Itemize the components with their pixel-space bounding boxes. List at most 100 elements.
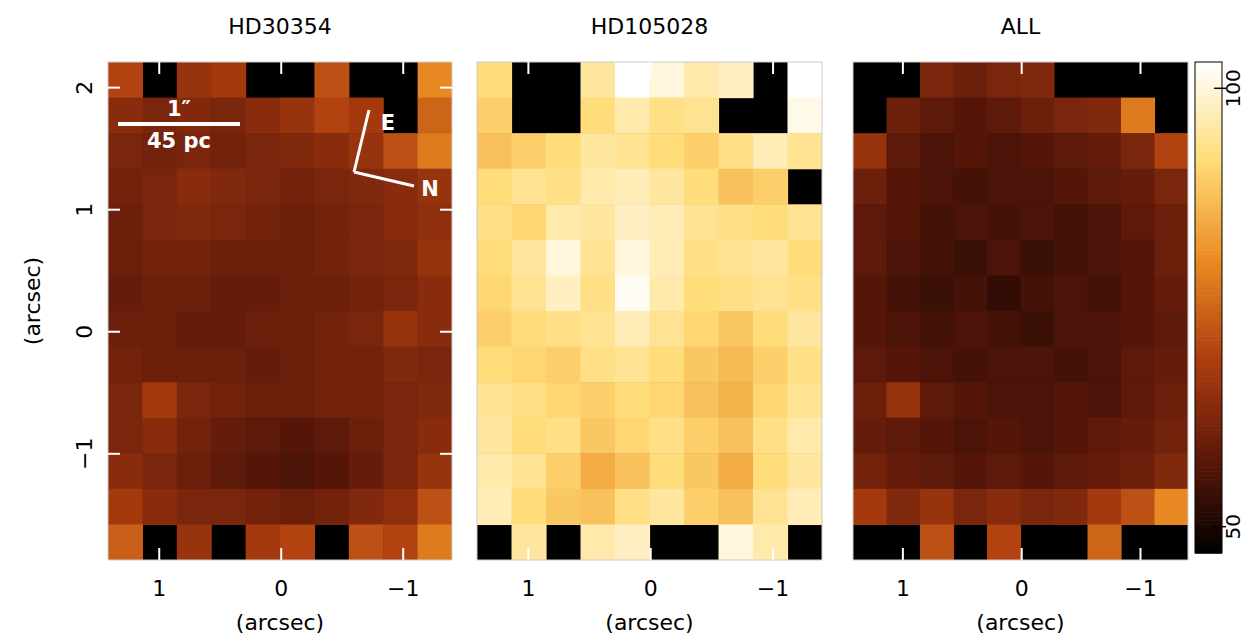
- heatmap-cell: [142, 418, 177, 454]
- heatmap-cell: [211, 453, 246, 489]
- heatmap-cell: [314, 275, 349, 311]
- heatmap-cell: [383, 204, 418, 240]
- colorbar-step: [1195, 488, 1222, 493]
- x-tick: [902, 62, 904, 74]
- heatmap-cell: [246, 275, 281, 311]
- colorbar-step: [1195, 361, 1222, 366]
- heatmap-cell: [1121, 98, 1155, 134]
- heatmap-cell: [1088, 98, 1122, 134]
- colorbar-step: [1195, 312, 1222, 317]
- heatmap-cell: [1121, 489, 1155, 525]
- heatmap-cell: [142, 275, 177, 311]
- heatmap-cell: [753, 169, 788, 205]
- heatmap-cell: [753, 240, 788, 276]
- heatmap-cell: [383, 418, 418, 454]
- heatmap-cell: [581, 275, 616, 311]
- colorbar-step: [1195, 426, 1222, 431]
- heatmap-cell: [314, 489, 349, 525]
- colorbar-step: [1195, 406, 1222, 411]
- heatmap-cell: [581, 133, 616, 169]
- colorbar-step: [1195, 320, 1222, 325]
- colorbar-step: [1195, 328, 1222, 333]
- colorbar-step: [1195, 291, 1222, 296]
- heatmap-cell: [1155, 169, 1189, 205]
- heatmap-cell: [546, 382, 581, 418]
- heatmap-cell: [1021, 62, 1055, 98]
- heatmap-cell: [108, 204, 143, 240]
- colorbar-step: [1195, 250, 1222, 255]
- heatmap-cell: [1021, 382, 1055, 418]
- y-tick: [108, 331, 120, 333]
- heatmap-cell: [1054, 133, 1088, 169]
- x-axis-title: (arcsec): [976, 610, 1064, 635]
- heatmap-cell: [581, 98, 616, 134]
- heatmap-cell: [788, 275, 823, 311]
- x-tick-label: 1: [152, 576, 166, 601]
- heatmap-cell: [418, 204, 452, 240]
- heatmap-cell: [920, 418, 954, 454]
- colorbar-step: [1195, 107, 1222, 112]
- heatmap-cell: [1054, 275, 1088, 311]
- colorbar-tick-label: 100: [1221, 69, 1245, 107]
- heatmap-cell: [650, 275, 685, 311]
- colorbar-step: [1195, 226, 1222, 231]
- colorbar-step: [1195, 381, 1222, 386]
- heatmap-cell: [954, 275, 988, 311]
- heatmap-cell: [546, 489, 581, 525]
- heatmap-cell: [615, 62, 650, 98]
- heatmap-cell: [142, 311, 177, 347]
- heatmap-cell: [615, 311, 650, 347]
- heatmap-cell: [987, 347, 1021, 383]
- heatmap-cell: [1021, 453, 1055, 489]
- heatmap-cell: [349, 311, 384, 347]
- x-axis-title: (arcsec): [236, 610, 324, 635]
- plot-background: [108, 62, 452, 560]
- heatmap-cell: [477, 418, 512, 454]
- heatmap-cell: [987, 453, 1021, 489]
- colorbar-step: [1195, 520, 1222, 525]
- heatmap-cell: [987, 311, 1021, 347]
- y-tick: [440, 331, 452, 333]
- heatmap-cell: [211, 489, 246, 525]
- heatmap-cell: [1054, 204, 1088, 240]
- heatmap-cell: [142, 169, 177, 205]
- y-tick: [440, 87, 452, 89]
- panel-1: HD10502810−1(arcsec): [477, 14, 823, 635]
- heatmap-cell: [546, 204, 581, 240]
- heatmap-cell: [1088, 169, 1122, 205]
- heatmap-cell: [1088, 311, 1122, 347]
- colorbar-step: [1195, 422, 1222, 427]
- heatmap-cell: [920, 311, 954, 347]
- compass-arrow: [354, 110, 369, 172]
- heatmap-cell: [211, 347, 246, 383]
- x-tick: [1139, 62, 1141, 74]
- heatmap-cell: [177, 275, 212, 311]
- heatmap-cell: [684, 311, 719, 347]
- colorbar-step: [1195, 283, 1222, 288]
- y-tick: [108, 87, 120, 89]
- heatmap-cell: [684, 453, 719, 489]
- heatmap-cell: [108, 524, 143, 560]
- heatmap-cell: [615, 240, 650, 276]
- heatmap-cell: [753, 311, 788, 347]
- heatmap-cell: [788, 98, 823, 134]
- heatmap-cell: [1021, 311, 1055, 347]
- colorbar-step: [1195, 172, 1222, 177]
- heatmap-cell: [314, 133, 349, 169]
- heatmap-cell: [753, 204, 788, 240]
- heatmap-cell: [211, 204, 246, 240]
- colorbar-step: [1195, 504, 1222, 509]
- colorbar-step: [1195, 62, 1222, 67]
- colorbar-tick-label: 50: [1221, 514, 1245, 539]
- colorbar-step: [1195, 189, 1222, 194]
- heatmap-cell: [108, 98, 143, 134]
- heatmap-cell: [477, 347, 512, 383]
- colorbar-step: [1195, 369, 1222, 374]
- heatmap-cell: [280, 204, 315, 240]
- heatmap-cell: [788, 133, 823, 169]
- colorbar-step: [1195, 193, 1222, 198]
- heatmap-cell: [383, 347, 418, 383]
- colorbar-step: [1195, 475, 1222, 480]
- heatmap-cell: [1121, 347, 1155, 383]
- colorbar-step: [1195, 308, 1222, 313]
